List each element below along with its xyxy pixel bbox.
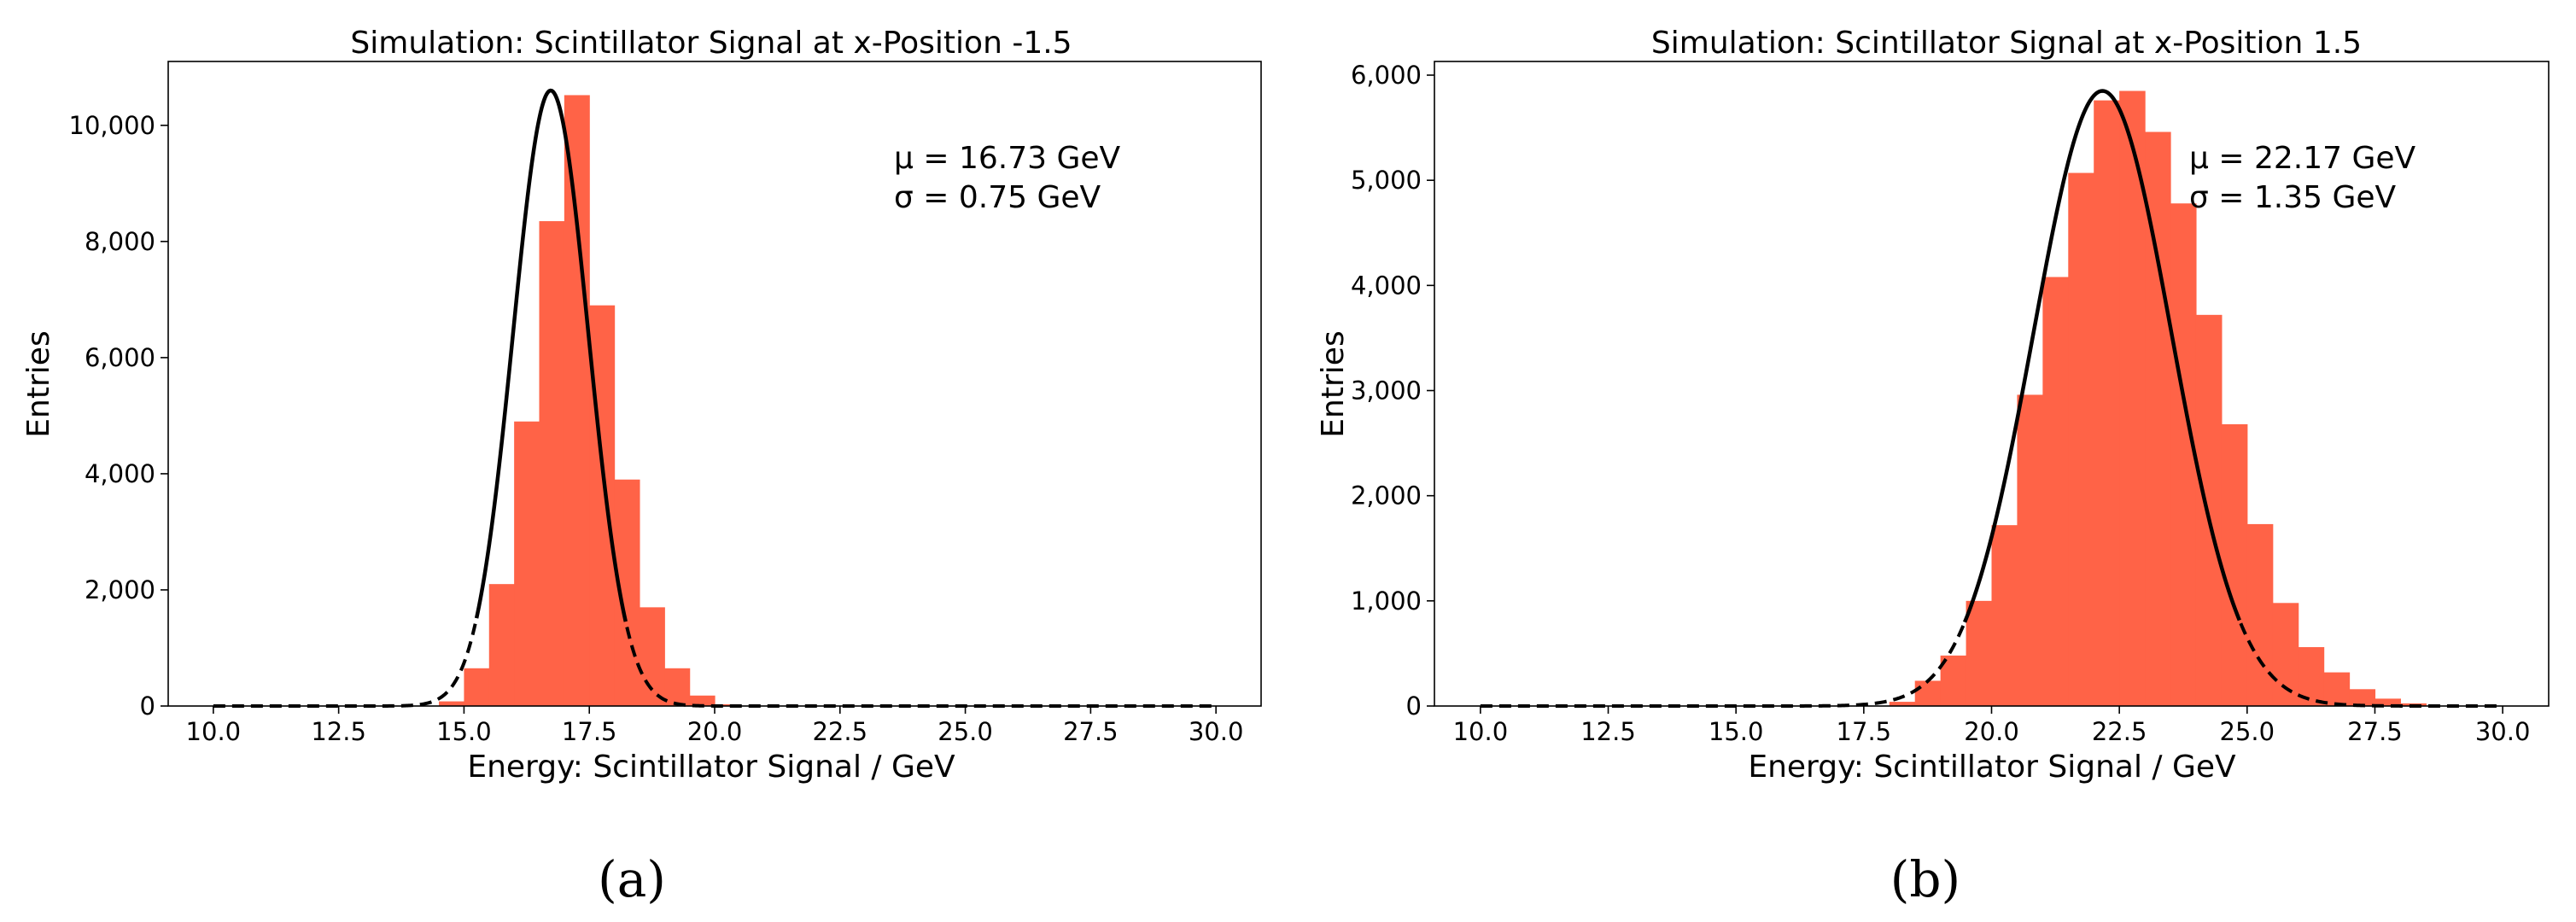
x-tick-label: 15.0 — [1709, 717, 1764, 746]
fit-mu-annotation: μ = 22.17 GeV — [2189, 141, 2416, 176]
y-tick-label: 4,000 — [85, 459, 155, 488]
histogram-bar — [715, 703, 740, 706]
x-tick-label: 25.0 — [938, 717, 993, 746]
x-tick-label: 27.5 — [1063, 717, 1119, 746]
x-tick-label: 22.5 — [2092, 717, 2147, 746]
y-tick-label: 0 — [140, 692, 155, 721]
histogram-bar — [1966, 600, 1993, 706]
y-tick-label: 2,000 — [85, 575, 155, 604]
x-tick-label: 20.0 — [687, 717, 743, 746]
histogram-bar — [2195, 314, 2223, 706]
histogram-bar — [2119, 90, 2146, 707]
histogram-bar — [2042, 277, 2069, 706]
x-tick-label: 25.0 — [2220, 717, 2275, 746]
y-tick-label: 0 — [1406, 692, 1422, 721]
fit-sigma-annotation: σ = 0.75 GeV — [894, 180, 1101, 215]
histogram-bar — [2145, 131, 2171, 706]
y-axis-ticks: 0 1,000 2,000 3,000 4,000 5,000 6,000 — [1351, 61, 1434, 721]
fit-curve-right-tail — [2239, 622, 2503, 708]
y-axis-label: Entries — [1316, 330, 1351, 437]
chart-title: Simulation: Scintillator Signal at x-Pos… — [1651, 26, 2362, 61]
x-tick-label: 12.5 — [311, 717, 366, 746]
panel-b: Simulation: Scintillator Signal at x-Pos… — [1316, 26, 2550, 908]
y-axis-ticks: 0 2,000 4,000 6,000 8,000 10,000 — [69, 111, 168, 721]
x-tick-label: 22.5 — [812, 717, 867, 746]
panel-caption: (b) — [1890, 850, 1960, 908]
x-tick-label: 30.0 — [2475, 717, 2531, 746]
y-tick-label: 8,000 — [85, 227, 155, 256]
chart-title: Simulation: Scintillator Signal at x-Pos… — [350, 26, 1072, 61]
x-tick-label: 17.5 — [1837, 717, 1892, 746]
plot-area — [168, 61, 1261, 706]
histogram-bar — [664, 668, 691, 706]
fit-curve — [1962, 89, 2241, 623]
histogram-bar — [1940, 655, 1967, 706]
histogram-bar — [1914, 680, 1942, 706]
histogram-bar — [2374, 698, 2401, 706]
y-tick-label: 6,000 — [85, 343, 155, 372]
histogram-bar — [639, 607, 665, 706]
y-tick-label: 6,000 — [1351, 61, 1422, 90]
histogram-bar — [2246, 523, 2274, 706]
y-tick-label: 3,000 — [1351, 376, 1422, 406]
x-axis-ticks: 10.0 12.5 15.0 17.5 20.0 22.5 25.0 27.5 30.0 — [186, 706, 1244, 746]
histogram-bar — [2170, 203, 2197, 706]
histogram-bar — [2221, 423, 2248, 706]
x-tick-label: 30.0 — [1189, 717, 1244, 746]
fit-sigma-annotation: σ = 1.35 GeV — [2189, 180, 2397, 215]
y-tick-label: 2,000 — [1351, 481, 1422, 511]
fit-curve — [474, 88, 628, 622]
panel-caption: (a) — [598, 850, 666, 908]
histogram-bar — [2094, 100, 2120, 706]
x-axis-ticks: 10.0 12.5 15.0 17.5 20.0 22.5 25.0 27.5 30.0 — [1453, 706, 2531, 746]
histogram-bar — [564, 95, 590, 706]
histogram-bar — [539, 221, 565, 706]
histogram-bar — [689, 695, 716, 706]
histogram-bars — [439, 95, 740, 706]
histogram-bar — [464, 668, 490, 706]
x-tick-label: 15.0 — [436, 717, 492, 746]
histogram-bar — [2068, 172, 2094, 707]
y-tick-label: 4,000 — [1351, 271, 1422, 300]
histogram-bars — [1889, 90, 2427, 707]
x-axis-label: Energy: Scintillator Signal / GeV — [467, 750, 955, 785]
x-tick-label: 17.5 — [562, 717, 617, 746]
x-tick-label: 10.0 — [186, 717, 242, 746]
histogram-bar — [1991, 525, 2018, 706]
histogram-bar — [2272, 603, 2299, 706]
histogram-bar — [439, 701, 465, 706]
histogram-bar — [2017, 394, 2043, 706]
histogram-bar — [2323, 672, 2351, 706]
histogram-bar — [1889, 702, 1916, 706]
x-tick-label: 10.0 — [1453, 717, 1509, 746]
x-axis-label: Energy: Scintillator Signal / GeV — [1748, 750, 2236, 785]
fit-mu-annotation: μ = 16.73 GeV — [894, 141, 1121, 176]
histogram-bar — [2349, 689, 2376, 706]
histogram-bar — [514, 421, 540, 706]
panel-a: Simulation: Scintillator Signal at x-Pos… — [21, 26, 1262, 908]
x-tick-label: 20.0 — [1964, 717, 2019, 746]
y-tick-label: 1,000 — [1351, 586, 1422, 616]
y-tick-label: 5,000 — [1351, 166, 1422, 195]
histogram-bar — [488, 584, 515, 706]
x-tick-label: 27.5 — [2347, 717, 2403, 746]
y-axis-label: Entries — [21, 330, 56, 437]
x-tick-label: 12.5 — [1580, 717, 1636, 746]
y-tick-label: 10,000 — [69, 111, 155, 140]
